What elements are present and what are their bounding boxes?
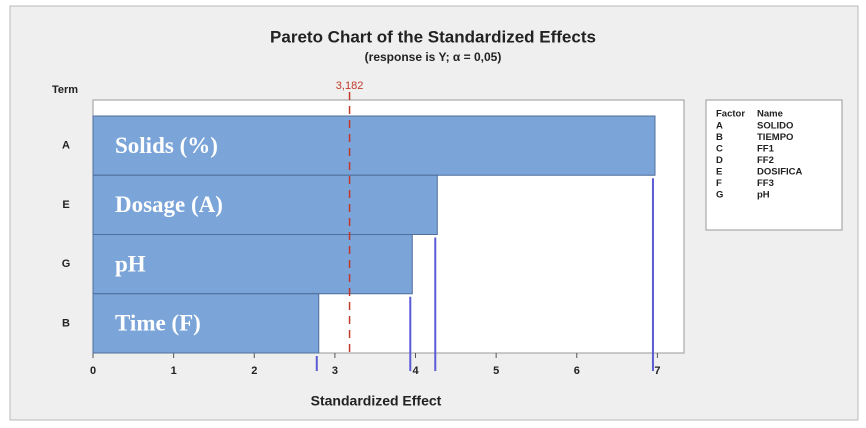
legend-cell: SOLIDO xyxy=(757,121,793,132)
y-axis-label: Term xyxy=(52,84,78,96)
legend-cell: G xyxy=(716,190,723,201)
legend-cell: E xyxy=(716,167,722,178)
legend-box xyxy=(705,99,843,231)
x-tick-label: 1 xyxy=(171,365,177,377)
legend-cell: TIEMPO xyxy=(757,132,793,143)
x-tick-label: 4 xyxy=(412,365,419,377)
legend-cell: D xyxy=(716,155,723,166)
x-tick-label: 7 xyxy=(654,365,660,377)
x-axis-label: Standardized Effect xyxy=(311,393,442,409)
legend-cell: DOSIFICA xyxy=(757,167,803,178)
bar-label: Dosage (A) xyxy=(115,192,223,217)
y-tick-label: A xyxy=(62,140,70,152)
bar-label: pH xyxy=(115,251,146,276)
bar-label: Solids (%) xyxy=(115,133,218,158)
y-tick-label: B xyxy=(62,317,70,329)
legend-cell: C xyxy=(716,144,723,155)
chart-subtitle: (response is Y; α = 0,05) xyxy=(365,50,502,64)
x-tick-label: 5 xyxy=(493,365,499,377)
x-tick-label: 6 xyxy=(574,365,580,377)
x-tick-label: 3 xyxy=(332,365,338,377)
legend-cell: B xyxy=(716,132,723,143)
bar xyxy=(92,293,320,354)
legend-cell: FF1 xyxy=(757,144,775,155)
chart-title: Pareto Chart of the Standardized Effects xyxy=(270,27,596,46)
y-tick-label: E xyxy=(62,199,69,211)
legend-cell: pH xyxy=(757,190,770,201)
bar xyxy=(92,115,656,176)
bar xyxy=(92,234,413,295)
reference-label: 3,182 xyxy=(336,80,364,92)
y-tick-label: G xyxy=(62,258,71,270)
legend-header: Factor xyxy=(716,109,745,120)
legend-cell: FF2 xyxy=(757,155,774,166)
x-tick-label: 2 xyxy=(251,365,257,377)
legend-cell: F xyxy=(716,178,722,189)
legend-header: Name xyxy=(757,109,783,120)
bar-label: Time (F) xyxy=(115,311,201,336)
legend-cell: A xyxy=(716,121,723,132)
x-tick-label: 0 xyxy=(90,365,96,377)
legend-cell: FF3 xyxy=(757,178,774,189)
